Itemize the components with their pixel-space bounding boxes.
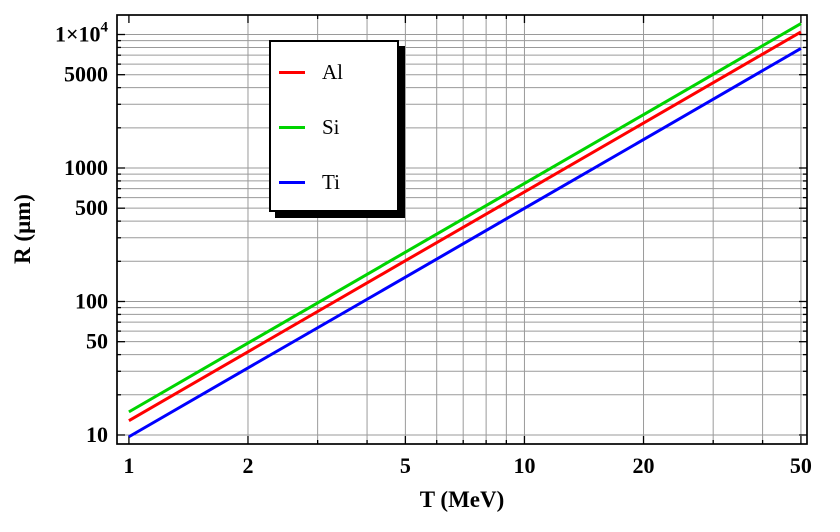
y-tick-label: 100 — [75, 288, 108, 313]
x-tick-label: 20 — [633, 453, 655, 478]
legend-line-swatch-si — [279, 125, 305, 129]
series-line-ti — [128, 47, 802, 439]
x-tick-label: 2 — [242, 453, 253, 478]
y-tick-label: 1×104 — [55, 20, 109, 47]
series-line-si — [128, 22, 802, 414]
series-line-al — [128, 30, 802, 422]
legend-line-swatch-al — [279, 70, 305, 74]
grid-lines — [117, 15, 807, 444]
legend-line-swatch-ti — [279, 180, 305, 184]
axis-tick-labels: 1 2 5 10 20 50 10 50 100 500 1000 5000 1×104 — [55, 20, 812, 478]
legend-entry: Ti — [271, 164, 340, 200]
legend-label: Ti — [322, 169, 340, 194]
legend: Al Si Ti — [269, 40, 399, 212]
x-axis-title: T (MeV) — [419, 487, 505, 512]
x-tick-label: 50 — [790, 453, 812, 478]
x-tick-label: 5 — [400, 453, 411, 478]
y-tick-label: 10 — [86, 422, 108, 447]
y-tick-label: 1000 — [64, 155, 108, 180]
legend-entry: Si — [271, 109, 340, 145]
x-tick-label: 10 — [513, 453, 535, 478]
legend-entry: Al — [271, 54, 343, 90]
legend-label: Al — [322, 59, 343, 84]
y-axis-title: R (μm) — [10, 194, 35, 264]
x-tick-label: 1 — [123, 453, 134, 478]
y-tick-label: 500 — [75, 195, 108, 220]
y-tick-label: 5000 — [64, 62, 108, 87]
legend-label: Si — [322, 114, 340, 139]
y-tick-label: 50 — [86, 329, 108, 354]
plot-frame — [116, 14, 808, 445]
series-lines — [128, 22, 802, 439]
